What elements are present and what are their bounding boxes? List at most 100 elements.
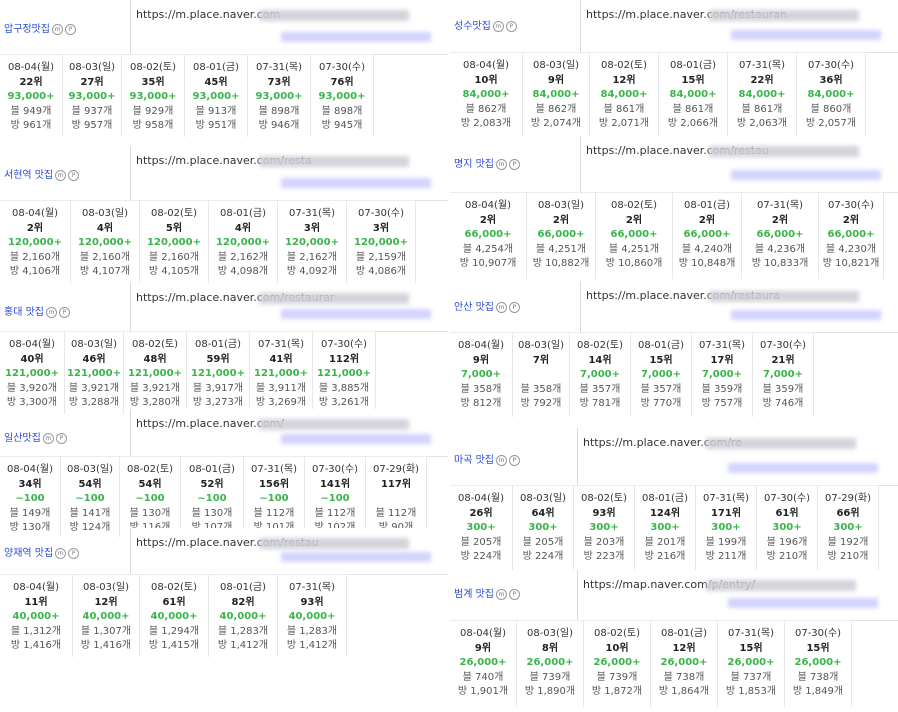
day-price: 84,000+ <box>600 89 648 100</box>
day-price: 120,000+ <box>147 237 201 248</box>
day-rank: 66위 <box>836 507 860 519</box>
keyword-link[interactable]: 서현역 맛집 m P <box>4 166 80 181</box>
day-rank: 46위 <box>82 353 106 365</box>
redacted-url-blur <box>709 146 859 157</box>
day-review-count: 블 359개 <box>762 383 804 395</box>
day-blog-count: 방 3,280개 <box>129 397 181 408</box>
m-icon[interactable]: m <box>52 23 63 35</box>
m-icon[interactable]: m <box>45 306 57 318</box>
day-blog-count: 방 2,057개 <box>805 118 857 129</box>
redacted-title-blur <box>728 463 878 473</box>
day-rank: 9위 <box>474 642 492 654</box>
keyword-link[interactable]: 일산맛집 m P <box>4 429 67 444</box>
day-date: 08-01(금) <box>219 208 267 219</box>
keyword-link[interactable]: 마곡 맛집 m P <box>454 451 520 466</box>
day-blog-count: 방 10,848개 <box>678 258 736 269</box>
m-icon[interactable]: m <box>495 454 507 466</box>
keyword-link[interactable]: 성수맛집 m P <box>454 17 517 32</box>
day-rank: 141위 <box>319 478 351 490</box>
keyword-label[interactable]: 마곡 맛집 <box>454 455 494 466</box>
day-review-count: 블 4,251개 <box>608 243 660 255</box>
day-price: 120,000+ <box>78 237 132 248</box>
day-price: 120,000+ <box>8 237 62 248</box>
keyword-link[interactable]: 홍대 맛집 m P <box>4 303 70 318</box>
day-column: 08-03(일) 4위 120,000+ 블 2,160개 방 4,107개 <box>71 201 140 283</box>
day-column: 08-02(토) 54위 ~100 블 130개방 116개 <box>120 457 181 537</box>
day-date: 08-01(금) <box>683 200 731 211</box>
day-price: 120,000+ <box>354 237 408 248</box>
day-column: 08-01(금) 12위 26,000+ 블 738개 방 1,864개 <box>651 621 718 707</box>
p-icon[interactable]: P <box>508 301 520 313</box>
day-rank: 12위 <box>672 642 696 654</box>
keyword-label[interactable]: 성수맛집 <box>454 21 491 32</box>
keyword-link[interactable]: 범계 맛집 m P <box>454 585 520 600</box>
day-column: 08-03(일) 9위 84,000+ 블 862개 방 2,074개 <box>523 53 590 137</box>
day-column: 08-01(금) 82위 40,000+ 블 1,283개 방 1,412개 <box>209 575 278 657</box>
m-icon[interactable]: m <box>42 432 54 444</box>
day-review-count: 블 862개 <box>465 103 507 115</box>
day-review-count: 블 949개 <box>10 105 52 117</box>
day-price <box>366 492 426 507</box>
place-url-link[interactable]: https://m.place.naver.com <box>136 8 281 21</box>
day-review-count: 블 3,911개 <box>255 382 307 394</box>
keyword-label[interactable]: 서현역 맛집 <box>4 170 54 181</box>
day-review-count: 블 196개 <box>766 536 808 548</box>
day-date: 07-29(화) <box>372 464 420 475</box>
day-blog-count: 방 4,107개 <box>79 266 131 277</box>
day-column: 07-30(수) 76위 93,000+ 블 898개 방 945개 <box>311 55 374 137</box>
day-column: 07-31(목) 156위 ~100 블 112개방 101개 <box>244 457 305 537</box>
p-icon[interactable]: P <box>58 306 70 318</box>
daily-stats-row: 08-04(월) 9위 26,000+ 블 740개 방 1,901개 08-03(일) 8… <box>450 620 852 707</box>
keyword-link[interactable]: 양재역 맛집 m P <box>4 544 80 559</box>
day-date: 08-03(일) <box>517 340 565 351</box>
keyword-label[interactable]: 홍대 맛집 <box>4 307 44 318</box>
day-column: 08-04(월) 2위 120,000+ 블 2,160개 방 4,106개 <box>0 201 71 283</box>
keyword-link[interactable]: 안산 맛집 m P <box>454 298 520 313</box>
day-date: 08-01(금) <box>188 464 236 475</box>
p-icon[interactable]: P <box>65 23 76 35</box>
day-price: 66,000+ <box>756 229 804 240</box>
day-blog-count: 방 3,261개 <box>318 397 370 408</box>
day-column: 07-30(수) 15위 26,000+ 블 738개 방 1,849개 <box>785 621 852 707</box>
m-icon[interactable]: m <box>495 588 507 600</box>
day-review-count: 블 861개 <box>741 103 783 115</box>
day-rank: 27위 <box>80 76 104 88</box>
m-icon[interactable]: m <box>495 301 507 313</box>
day-date: 08-02(토) <box>593 628 641 639</box>
day-blog-count: 방 1,853개 <box>725 686 777 697</box>
day-review-count: 블 2,160개 <box>148 251 200 263</box>
place-url-link[interactable]: https://m.place.naver.com/ <box>136 417 284 430</box>
m-icon[interactable]: m <box>495 158 507 170</box>
p-icon[interactable]: P <box>68 169 80 181</box>
keyword-label[interactable]: 범계 맛집 <box>454 589 494 600</box>
keyword-link[interactable]: 압구정맛집 m P <box>4 20 76 35</box>
p-icon[interactable]: P <box>55 432 67 444</box>
keyword-label[interactable]: 일산맛집 <box>4 433 41 444</box>
m-icon[interactable]: m <box>55 169 67 181</box>
m-icon[interactable]: m <box>492 20 504 32</box>
p-icon[interactable]: P <box>508 588 520 600</box>
keyword-label[interactable]: 안산 맛집 <box>454 302 494 313</box>
day-review-count: 블 203개 <box>583 536 625 548</box>
day-column: 07-31(목) 171위 300+ 블 199개 방 211개 <box>696 486 757 570</box>
day-blog-count: 방 224개 <box>522 551 564 562</box>
redacted-url-blur <box>706 580 856 591</box>
p-icon[interactable]: P <box>68 547 80 559</box>
keyword-label[interactable]: 압구정맛집 <box>4 24 50 35</box>
m-icon[interactable]: m <box>55 547 67 559</box>
keyword-label[interactable]: 명지 맛집 <box>454 159 494 170</box>
keyword-link[interactable]: 명지 맛집 m P <box>454 155 520 170</box>
p-icon[interactable]: P <box>508 158 520 170</box>
place-url-link[interactable]: https://m.place.naver.com/re <box>583 436 742 449</box>
day-column: 07-30(수) 61위 300+ 블 196개 방 210개 <box>757 486 818 570</box>
p-icon[interactable]: P <box>505 20 517 32</box>
day-rank: 36위 <box>819 74 843 86</box>
day-column: 07-30(수) 112위 121,000+ 블 3,885개 방 3,261개 <box>313 332 376 414</box>
day-review-count: 블 112개 <box>375 507 417 519</box>
day-rank: 41위 <box>269 353 293 365</box>
keyword-label[interactable]: 양재역 맛집 <box>4 548 54 559</box>
p-icon[interactable]: P <box>508 454 520 466</box>
